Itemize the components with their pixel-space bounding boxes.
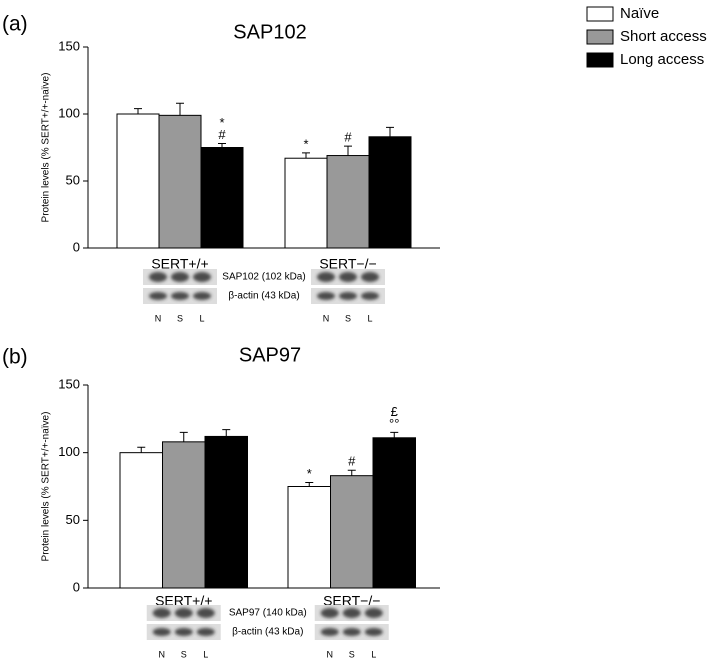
lane-label: N — [155, 313, 162, 323]
lane-label: N — [159, 649, 166, 659]
annotation: °° — [389, 416, 399, 431]
blot-band — [342, 628, 361, 636]
x-tick-label: SERT+/+ — [155, 593, 212, 609]
blot-band — [339, 272, 357, 282]
blot-band — [364, 628, 383, 636]
annotation: * — [303, 136, 308, 151]
error-bar — [305, 481, 314, 487]
annotation: * — [307, 466, 312, 481]
blot-band — [149, 272, 167, 282]
blot-band — [174, 628, 193, 636]
legend-label: Naïve — [620, 5, 659, 22]
x-tick-label: SERT+/+ — [151, 256, 208, 272]
bar — [287, 486, 331, 589]
lane-label: L — [367, 313, 372, 323]
panel-label: (a) — [2, 13, 28, 36]
blot-band — [339, 292, 357, 300]
blot-band — [193, 292, 211, 300]
blot-band — [152, 628, 171, 636]
blot-band — [193, 272, 211, 282]
error-bar — [344, 145, 352, 156]
y-tick-label: 100 — [58, 444, 80, 459]
blot-label: SAP97 (140 kDa) — [229, 608, 307, 619]
blot-band — [196, 628, 215, 636]
x-tick-label: SERT−/− — [323, 593, 380, 609]
legend-swatch — [586, 6, 614, 22]
lane-label: S — [181, 649, 187, 659]
error-bar — [222, 429, 231, 437]
lane-label: S — [345, 313, 351, 323]
bar — [200, 147, 244, 249]
lane-label: N — [323, 313, 330, 323]
annotation: * — [219, 115, 224, 130]
error-bar — [134, 108, 142, 114]
legend-swatch — [586, 52, 614, 68]
blot-band — [152, 608, 171, 618]
annotation: # — [218, 127, 226, 142]
blot-band — [171, 272, 189, 282]
bar — [119, 452, 163, 589]
blot-label: β-actin (43 kDa) — [228, 291, 299, 302]
blot-band — [361, 272, 379, 282]
bar — [162, 441, 206, 589]
bar — [330, 475, 374, 589]
chart-title: SAP102 — [233, 21, 306, 43]
bar — [368, 136, 412, 249]
error-bar — [218, 142, 226, 148]
error-bar — [386, 126, 394, 137]
bar — [372, 437, 416, 589]
legend-swatch — [586, 29, 614, 45]
chart-title: SAP97 — [239, 344, 301, 366]
y-tick-label: 50 — [66, 512, 80, 527]
annotation: # — [344, 130, 352, 145]
blot-band — [342, 608, 361, 618]
bar — [204, 435, 248, 589]
y-axis-label: Protein levels (% SERT+/+-naïve) — [41, 73, 52, 223]
blot-band — [361, 292, 379, 300]
error-bar — [347, 469, 356, 476]
lane-label: L — [371, 649, 376, 659]
y-tick-label: 150 — [58, 376, 80, 391]
y-tick-label: 0 — [73, 239, 80, 254]
blot-band — [196, 608, 215, 618]
y-tick-label: 50 — [66, 172, 80, 187]
lane-label: N — [327, 649, 334, 659]
blot-band — [174, 608, 193, 618]
panel-label: (b) — [2, 346, 28, 369]
error-bar — [137, 446, 146, 453]
blot-band — [149, 292, 167, 300]
legend-label: Long access — [620, 51, 704, 68]
blot-band — [317, 292, 335, 300]
blot-band — [320, 608, 339, 618]
blot-label: SAP102 (102 kDa) — [222, 272, 305, 283]
blot-band — [320, 628, 339, 636]
lane-label: L — [203, 649, 208, 659]
lane-label: L — [199, 313, 204, 323]
error-bar — [302, 152, 310, 159]
lane-label: S — [177, 313, 183, 323]
x-tick-label: SERT−/− — [319, 256, 376, 272]
y-axis-label: Protein levels (% SERT+/+-naïve) — [41, 412, 52, 562]
blot-band — [171, 292, 189, 300]
error-bar — [390, 431, 399, 438]
blot-label: β-actin (43 kDa) — [232, 627, 303, 638]
error-bar — [176, 102, 184, 116]
bar — [158, 114, 202, 249]
legend-label: Short access — [620, 28, 707, 45]
y-tick-label: 100 — [58, 105, 80, 120]
annotation: # — [348, 454, 356, 469]
bar — [116, 113, 160, 249]
blot-band — [364, 608, 383, 618]
error-bar — [179, 431, 188, 442]
y-tick-label: 150 — [58, 38, 80, 53]
bar — [326, 155, 370, 249]
y-tick-label: 0 — [73, 579, 80, 594]
blot-band — [317, 272, 335, 282]
annotation: £ — [391, 404, 399, 419]
lane-label: S — [349, 649, 355, 659]
bar — [284, 157, 328, 249]
